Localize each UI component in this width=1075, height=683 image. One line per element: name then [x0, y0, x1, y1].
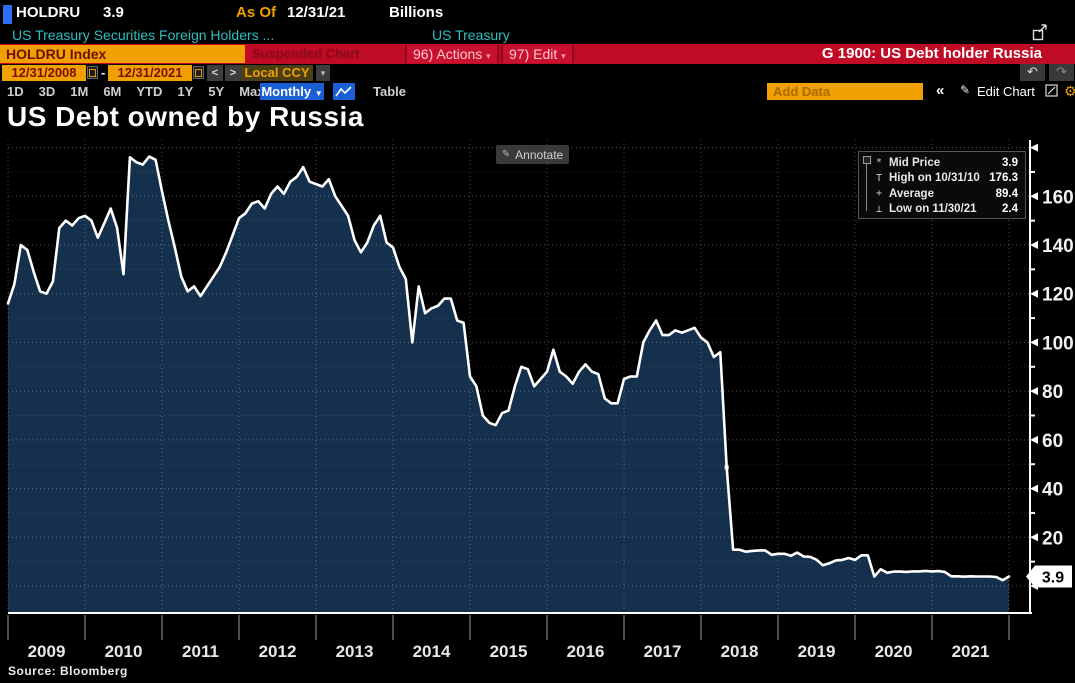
date-range-bar: 12/31/2008 - 12/31/2021 < > Local CCY ▾ …: [0, 64, 1075, 82]
as-of-label: As Of: [236, 4, 277, 21]
svg-text:2009: 2009: [28, 642, 66, 661]
security-field[interactable]: HOLDRU Index: [0, 45, 245, 63]
security-description: US Treasury Securities Foreign Holders .…: [12, 27, 275, 43]
chart-type-button[interactable]: [333, 83, 355, 100]
add-data-input[interactable]: Add Data: [767, 83, 923, 100]
chart-toolbar: 1D 3D 1M 6M YTD 1Y 5Y Max Monthly ▼ Table Add D…: [0, 82, 1075, 103]
ticker: HOLDRU: [16, 4, 81, 21]
svg-text:2010: 2010: [105, 642, 143, 661]
command-bar: HOLDRU Index Suspended Chart 96) Actions…: [0, 44, 1075, 64]
frequency-select[interactable]: Monthly ▼: [260, 83, 324, 100]
period-button-6m[interactable]: 6M: [103, 84, 122, 99]
period-button-1m[interactable]: 1M: [70, 84, 89, 99]
legend-row: + Average 89.4: [876, 187, 1018, 200]
svg-text:2018: 2018: [721, 642, 759, 661]
x-axis-labels: 2009 2010 2011 2012 2013 2014 2015 2016 2017 2018…: [7, 615, 1010, 661]
legend-row: T High on 10/31/10 176.3: [876, 172, 1018, 185]
range-separator: -: [101, 65, 106, 80]
redo-icon[interactable]: ↷: [1049, 64, 1074, 81]
period-button-1y[interactable]: 1Y: [177, 84, 194, 99]
chart-id-title: G 1900: US Debt holder Russia: [821, 45, 1042, 62]
description-row: US Treasury Securities Foreign Holders .…: [0, 26, 1075, 44]
period-button-1d[interactable]: 1D: [7, 84, 24, 99]
svg-text:2011: 2011: [182, 642, 219, 661]
svg-text:2020: 2020: [875, 642, 913, 661]
start-date-field[interactable]: 12/31/2008: [2, 65, 86, 81]
caret-down-icon: ▼: [314, 89, 323, 98]
chart-title: US Debt owned by Russia: [7, 101, 364, 132]
price-line: [6, 155, 1011, 582]
issuer-name: US Treasury: [432, 27, 510, 43]
suspended-chart-label: Suspended Chart: [252, 46, 360, 61]
undo-icon[interactable]: ↶: [1020, 64, 1045, 81]
svg-text:3.9: 3.9: [1042, 570, 1064, 587]
header-row: HOLDRU 3.9 As Of 12/31/21 Billions: [0, 0, 1075, 26]
annotate-button[interactable]: ✎ Annotate: [496, 145, 569, 164]
as-of-date: 12/31/21: [287, 4, 346, 21]
svg-text:2016: 2016: [567, 642, 605, 661]
svg-text:20: 20: [1042, 528, 1063, 549]
caret-down-icon: ▾: [561, 51, 566, 61]
legend-marker-icon: ⊥: [876, 203, 883, 215]
svg-text:60: 60: [1042, 431, 1063, 452]
caret-down-icon: ▾: [486, 51, 491, 61]
calendar-icon[interactable]: [87, 66, 98, 79]
table-button[interactable]: Table: [373, 84, 406, 99]
chart-legend[interactable]: * Mid Price 3.9 T High on 10/31/10 176.3 + Aver…: [858, 151, 1026, 219]
actions-menu-button[interactable]: 96) Actions ▾: [405, 45, 499, 63]
axes: [8, 140, 1032, 614]
svg-text:160: 160: [1042, 187, 1074, 208]
svg-text:2017: 2017: [644, 642, 682, 661]
pencil-icon[interactable]: ✎: [960, 83, 971, 97]
panel-indicator: [3, 5, 12, 24]
legend-range-bracket: [863, 156, 872, 211]
svg-text:100: 100: [1042, 333, 1074, 354]
svg-text:2013: 2013: [336, 642, 374, 661]
legend-row: ⊥ Low on 11/30/21 2.4: [876, 203, 1018, 216]
currency-select[interactable]: Local CCY: [241, 65, 313, 81]
area-fill: [8, 156, 1009, 612]
svg-text:120: 120: [1042, 285, 1074, 306]
gridlines: [7, 140, 1030, 612]
end-date-field[interactable]: 12/31/2021: [108, 65, 192, 81]
period-button-3d[interactable]: 3D: [38, 84, 56, 99]
next-period-button[interactable]: >: [225, 65, 241, 81]
prev-period-button[interactable]: <: [207, 65, 223, 81]
line-chart-icon: [335, 86, 352, 97]
edit-chart-button[interactable]: Edit Chart: [977, 84, 1035, 99]
calendar-icon[interactable]: [193, 66, 204, 79]
legend-marker-icon: *: [876, 157, 883, 169]
svg-text:140: 140: [1042, 236, 1074, 257]
svg-text:80: 80: [1042, 382, 1063, 403]
last-price-flag: 3.9: [1026, 565, 1072, 588]
period-button-5y[interactable]: 5Y: [208, 84, 225, 99]
svg-text:2014: 2014: [413, 642, 451, 661]
pencil-icon: ✎: [501, 149, 511, 160]
edit-menu-button[interactable]: 97) Edit ▾: [501, 45, 574, 63]
units-label: Billions: [389, 4, 444, 21]
period-buttons: 1D 3D 1M 6M YTD 1Y 5Y Max: [7, 83, 264, 100]
period-button-max[interactable]: Max: [239, 84, 265, 99]
popout-icon[interactable]: [1032, 23, 1049, 47]
source-attribution: Source: Bloomberg: [8, 664, 128, 678]
svg-text:2012: 2012: [259, 642, 297, 661]
legend-marker-icon: T: [876, 172, 883, 184]
ticker-price: 3.9: [103, 4, 124, 21]
settings-gear-icon[interactable]: ⚙: [1064, 83, 1075, 99]
svg-text:40: 40: [1042, 480, 1063, 501]
chart-annotation-icon[interactable]: [1045, 84, 1059, 103]
legend-marker-icon: +: [876, 188, 883, 200]
legend-row: * Mid Price 3.9: [876, 156, 1018, 169]
data-point-marker: [724, 465, 729, 470]
svg-text:2019: 2019: [798, 642, 836, 661]
currency-caret-button[interactable]: ▾: [316, 65, 330, 81]
y-axis-labels: 20 40 60 80 100 120 140 160: [1030, 143, 1074, 590]
svg-text:2021: 2021: [952, 642, 990, 661]
collapse-panel-button[interactable]: «: [936, 82, 945, 99]
svg-text:2015: 2015: [490, 642, 528, 661]
period-button-ytd[interactable]: YTD: [136, 84, 163, 99]
